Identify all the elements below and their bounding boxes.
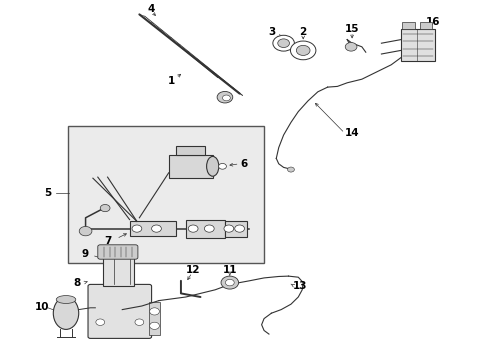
Text: 16: 16 [425,17,439,27]
Circle shape [345,42,356,51]
FancyBboxPatch shape [88,284,151,338]
FancyBboxPatch shape [68,126,264,263]
Circle shape [151,225,161,232]
Ellipse shape [53,297,79,329]
Circle shape [290,41,315,60]
Text: 8: 8 [74,278,81,288]
Circle shape [79,226,92,236]
Text: 2: 2 [299,27,306,37]
Bar [419,22,431,29]
Text: 3: 3 [268,27,275,37]
Bar [402,22,414,29]
Circle shape [96,319,104,325]
Bar [102,257,134,286]
Text: 13: 13 [292,281,306,291]
Circle shape [225,279,234,286]
Text: 11: 11 [222,265,237,275]
Circle shape [217,91,232,103]
Text: 10: 10 [34,302,49,312]
Circle shape [149,308,159,315]
Text: 1: 1 [167,76,174,86]
Circle shape [149,322,159,329]
Circle shape [222,95,230,101]
Circle shape [277,39,289,48]
Text: 9: 9 [81,249,88,259]
Text: 14: 14 [344,128,359,138]
Bar [176,146,205,155]
FancyBboxPatch shape [98,245,138,259]
Bar [168,155,212,178]
Text: 15: 15 [344,24,359,34]
Circle shape [287,167,294,172]
Bar [185,220,224,238]
Circle shape [221,276,238,289]
Circle shape [272,35,294,51]
Text: 6: 6 [241,159,247,169]
Bar [224,221,246,237]
Bar [129,221,176,236]
Bar [400,29,434,61]
Circle shape [204,225,214,232]
Circle shape [234,225,244,232]
Circle shape [100,204,110,212]
Circle shape [132,225,142,232]
Ellipse shape [206,156,219,176]
Text: 7: 7 [103,236,111,246]
Circle shape [218,163,226,169]
Circle shape [296,45,309,55]
Text: 5: 5 [44,188,51,198]
Text: 12: 12 [185,265,200,275]
Circle shape [188,225,198,232]
Ellipse shape [56,296,76,303]
Bar [149,302,160,335]
Circle shape [224,225,233,232]
Text: 4: 4 [147,4,155,14]
Circle shape [135,319,143,325]
